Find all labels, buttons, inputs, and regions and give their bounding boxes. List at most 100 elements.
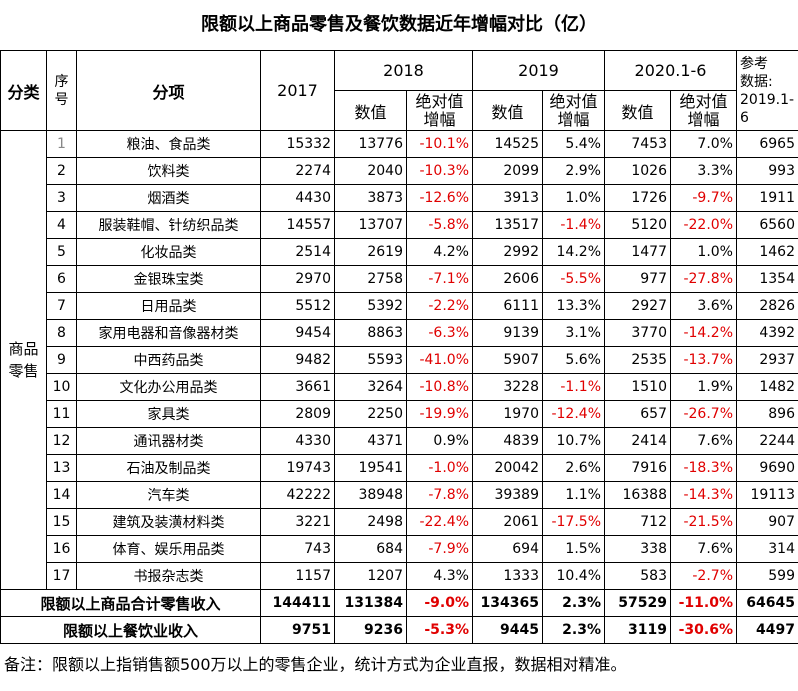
cell-v2018: 3264 xyxy=(334,373,407,401)
total-catering-row-label: 限额以上餐饮业收入 xyxy=(0,616,261,644)
row-item-name: 家用电器和音像器材类 xyxy=(76,319,261,347)
cell-g2019: -1.4% xyxy=(542,211,605,239)
row-item-name: 日用品类 xyxy=(76,292,261,320)
row-index: 3 xyxy=(46,184,77,212)
cell-ref: 1462 xyxy=(736,238,798,266)
header-2019: 2019 xyxy=(472,50,605,91)
table-row: 商品 零售 1 粮油、食品类 15332 13776 -10.1% 14525 5.4% 745… xyxy=(0,130,798,590)
cell-v2018: 1207 xyxy=(334,562,407,590)
cell-v2019: 9445 xyxy=(472,616,543,644)
cell-v2017: 3221 xyxy=(260,508,335,536)
cell-v2020: 1726 xyxy=(604,184,671,212)
cell-v2017: 3661 xyxy=(260,373,335,401)
cell-g2020: -2.7% xyxy=(670,562,737,590)
cell-g2020: -21.5% xyxy=(670,508,737,536)
cell-v2019: 5907 xyxy=(472,346,543,374)
cell-v2020: 1477 xyxy=(604,238,671,266)
cell-v2017: 144411 xyxy=(260,589,335,617)
cell-v2020: 657 xyxy=(604,400,671,428)
cell-g2020: 7.6% xyxy=(670,427,737,455)
cell-g2018: 0.9% xyxy=(406,427,473,455)
cell-g2018: -2.2% xyxy=(406,292,473,320)
header-value-2020: 数值 xyxy=(604,90,671,131)
cell-v2019: 2992 xyxy=(472,238,543,266)
cell-v2020: 583 xyxy=(604,562,671,590)
cell-v2019: 694 xyxy=(472,535,543,563)
cell-v2018: 4371 xyxy=(334,427,407,455)
cell-g2019: 1.1% xyxy=(542,481,605,509)
cell-v2020: 1026 xyxy=(604,157,671,185)
row-item-name: 通讯器材类 xyxy=(76,427,261,455)
row-index: 2 xyxy=(46,157,77,185)
cell-g2019: 10.4% xyxy=(542,562,605,590)
cell-v2020: 2927 xyxy=(604,292,671,320)
cell-v2019: 3913 xyxy=(472,184,543,212)
cell-g2020: 1.0% xyxy=(670,238,737,266)
table-row: 9 中西药品类 9482 5593 -41.0% 5907 5.6% 2535 -13.7% 29… xyxy=(1,346,798,374)
cell-ref: 1482 xyxy=(736,373,798,401)
cell-g2018: 4.3% xyxy=(406,562,473,590)
cell-g2018: -10.3% xyxy=(406,157,473,185)
cell-g2019: -1.1% xyxy=(542,373,605,401)
row-index: 9 xyxy=(46,346,77,374)
cell-g2020: -22.0% xyxy=(670,211,737,239)
cell-v2017: 19743 xyxy=(260,454,335,482)
cell-g2019: -17.5% xyxy=(542,508,605,536)
cell-ref: 2826 xyxy=(736,292,798,320)
cell-g2019: 14.2% xyxy=(542,238,605,266)
cell-g2019: 13.3% xyxy=(542,292,605,320)
cell-g2018: -5.8% xyxy=(406,211,473,239)
row-index: 11 xyxy=(46,400,77,428)
cell-v2018: 2498 xyxy=(334,508,407,536)
row-index: 15 xyxy=(46,508,77,536)
cell-ref: 907 xyxy=(736,508,798,536)
cell-g2019: 1.5% xyxy=(542,535,605,563)
cell-g2018: -19.9% xyxy=(406,400,473,428)
cell-v2019: 20042 xyxy=(472,454,543,482)
cell-v2019: 1970 xyxy=(472,400,543,428)
cell-g2020: -14.3% xyxy=(670,481,737,509)
table-row: 5 化妆品类 2514 2619 4.2% 2992 14.2% 1477 1.0% 1462 xyxy=(1,238,798,266)
cell-ref: 1354 xyxy=(736,265,798,293)
cell-v2019: 13517 xyxy=(472,211,543,239)
row-item-name: 金银珠宝类 xyxy=(76,265,261,293)
cell-v2018: 9236 xyxy=(334,616,407,644)
table-title: 限额以上商品零售及餐饮数据近年增幅对比（亿） xyxy=(201,14,597,35)
header-2017: 2017 xyxy=(260,50,335,131)
cell-g2019: 2.9% xyxy=(542,157,605,185)
cell-ref: 9690 xyxy=(736,454,798,482)
header-2018: 2018 xyxy=(334,50,473,91)
table-row: 15 建筑及装潢材料类 3221 2498 -22.4% 2061 -17.5% 712 -21… xyxy=(1,508,798,536)
row-index: 10 xyxy=(46,373,77,401)
table-row: 14 汽车类 42222 38948 -7.8% 39389 1.1% 16388 -14.3%… xyxy=(1,481,798,509)
table-row: 2 饮料类 2274 2040 -10.3% 2099 2.9% 1026 3.3% 993 xyxy=(1,157,798,185)
cell-g2020: -11.0% xyxy=(670,589,737,617)
cell-v2020: 3119 xyxy=(604,616,671,644)
cell-v2018: 131384 xyxy=(334,589,407,617)
table-row: 4 服装鞋帽、针纺织品类 14557 13707 -5.8% 13517 -1.4% 5120… xyxy=(1,211,798,239)
cell-g2018: -7.9% xyxy=(406,535,473,563)
row-index: 7 xyxy=(46,292,77,320)
row-item-name: 体育、娱乐用品类 xyxy=(76,535,261,563)
table-row: 12 通讯器材类 4330 4371 0.9% 4839 10.7% 2414 7.6% 2244 xyxy=(1,427,798,455)
header-reference: 参考 数据: 2019.1-6 xyxy=(736,50,798,131)
cell-v2018: 2250 xyxy=(334,400,407,428)
row-item-name: 中西药品类 xyxy=(76,346,261,374)
row-item-name: 粮油、食品类 xyxy=(76,130,261,158)
cell-v2020: 712 xyxy=(604,508,671,536)
header-value-2019: 数值 xyxy=(472,90,543,131)
cell-ref: 1911 xyxy=(736,184,798,212)
cell-v2020: 7453 xyxy=(604,130,671,158)
row-item-name: 化妆品类 xyxy=(76,238,261,266)
cell-v2017: 1157 xyxy=(260,562,335,590)
cell-v2019: 3228 xyxy=(472,373,543,401)
row-index: 12 xyxy=(46,427,77,455)
cell-v2018: 5593 xyxy=(334,346,407,374)
cell-v2017: 743 xyxy=(260,535,335,563)
row-item-name: 建筑及装潢材料类 xyxy=(76,508,261,536)
cell-v2017: 2809 xyxy=(260,400,335,428)
cell-v2020: 2535 xyxy=(604,346,671,374)
row-item-name: 书报杂志类 xyxy=(76,562,261,590)
cell-g2020: 3.3% xyxy=(670,157,737,185)
cell-v2018: 2040 xyxy=(334,157,407,185)
